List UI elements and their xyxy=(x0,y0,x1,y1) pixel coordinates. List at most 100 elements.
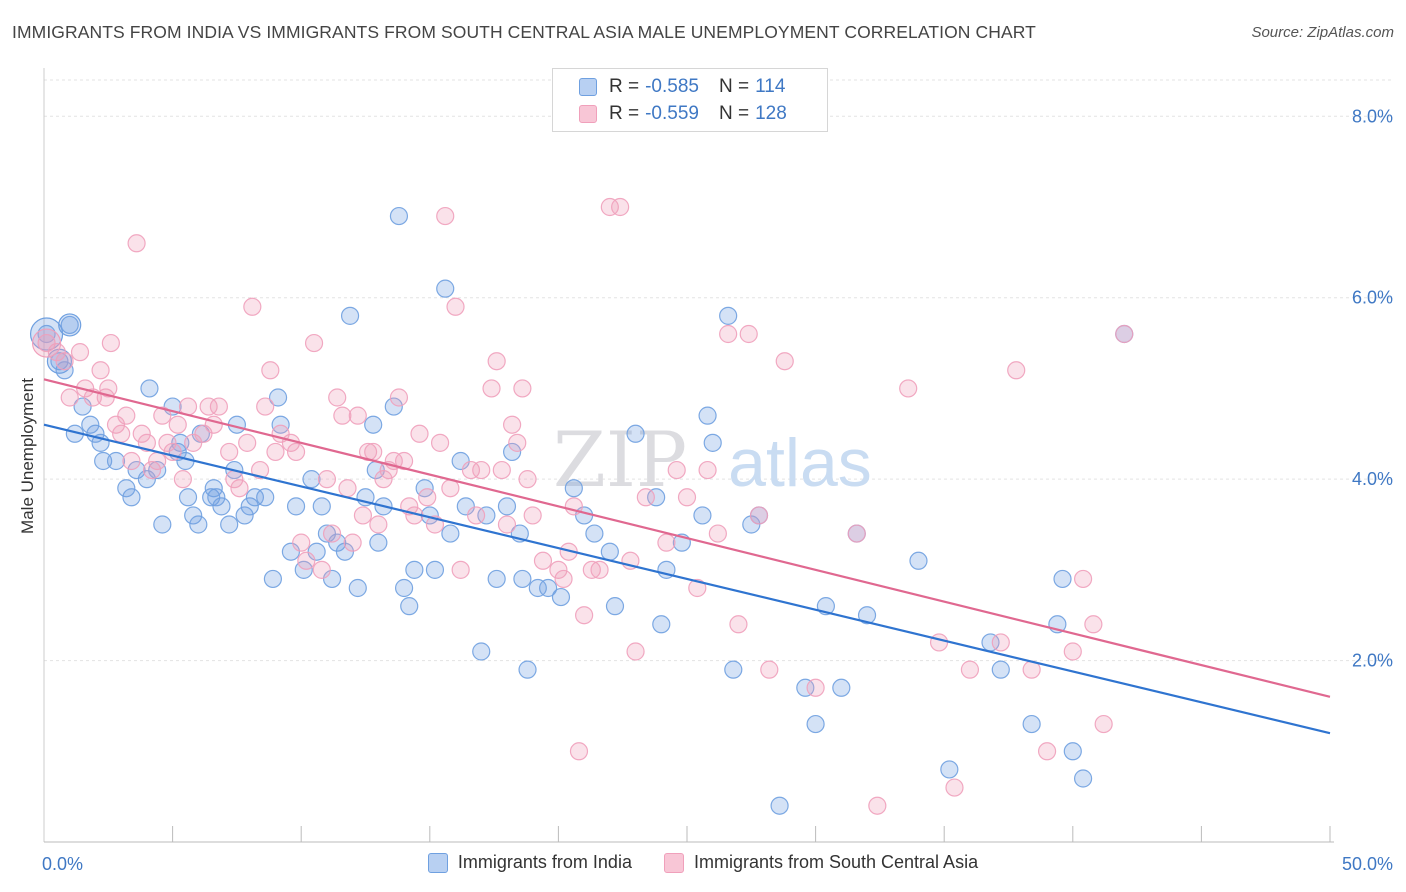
legend-label-india: Immigrants from India xyxy=(457,852,632,872)
point-s1-52 xyxy=(343,533,362,552)
point-s1-84 xyxy=(523,506,542,525)
point-s1-61 xyxy=(389,388,409,407)
point-s0-40 xyxy=(281,542,301,561)
point-s1-121 xyxy=(1037,742,1057,761)
y-tick-labels: 2.0% 4.0% 6.0% 8.0% xyxy=(1352,106,1393,670)
point-s0-76 xyxy=(518,660,537,679)
swatch-india xyxy=(579,78,597,96)
point-s1-15 xyxy=(127,234,146,253)
point-s1-33 xyxy=(230,479,249,498)
point-s1-85 xyxy=(533,551,553,570)
point-s0-86 xyxy=(647,488,666,507)
point-s1-30 xyxy=(209,397,228,416)
source-label: Source: ZipAtlas.com xyxy=(1251,24,1394,41)
legend-label-south-central-asia: Immigrants from South Central Asia xyxy=(693,852,979,872)
point-s1-19 xyxy=(148,451,167,471)
point-s1-86 xyxy=(549,560,568,579)
point-s0-35 xyxy=(245,488,265,507)
point-s1-105 xyxy=(719,324,738,344)
point-s1-73 xyxy=(461,460,481,480)
point-s0-107 xyxy=(991,660,1010,679)
point-s1-78 xyxy=(492,460,511,480)
point-s1-119 xyxy=(1007,361,1026,380)
point-s1-100 xyxy=(667,460,686,480)
point-s1-75 xyxy=(472,460,491,480)
point-s0-101 xyxy=(832,678,851,697)
r-value-south-central-asia: -0.559 xyxy=(645,103,699,124)
point-s1-4 xyxy=(70,343,90,362)
point-s1-122 xyxy=(1063,642,1082,661)
point-s0-50 xyxy=(340,306,360,325)
point-s0-112 xyxy=(1073,769,1093,788)
point-s1-35 xyxy=(243,297,262,316)
r-value-india: -0.585 xyxy=(645,76,699,97)
n-label: N = xyxy=(718,103,750,124)
point-s1-50 xyxy=(333,406,352,425)
point-s1-83 xyxy=(518,470,537,489)
point-s1-12 xyxy=(112,424,131,443)
point-s1-20 xyxy=(153,406,172,425)
point-s0-93 xyxy=(719,306,738,325)
point-s0-73 xyxy=(503,442,522,462)
point-s0-37 xyxy=(263,569,283,589)
point-s0-9 xyxy=(94,451,113,471)
r-label: R = xyxy=(609,76,640,97)
point-s1-110 xyxy=(775,352,794,371)
point-s0-15 xyxy=(140,379,159,398)
point-s0-98 xyxy=(796,678,815,697)
watermark-zip: ZIP xyxy=(553,415,687,504)
point-s1-95 xyxy=(611,197,630,217)
point-s0-68 xyxy=(456,497,475,516)
point-s0-46 xyxy=(317,524,337,543)
point-s1-38 xyxy=(261,361,280,380)
point-s1-17 xyxy=(137,433,156,452)
legend-item-south-central-asia[interactable]: Immigrants from South Central Asia xyxy=(663,852,979,873)
point-s0-105 xyxy=(940,760,959,779)
big-point-2 xyxy=(31,328,62,358)
point-s1-62 xyxy=(394,451,414,471)
point-s1-74 xyxy=(466,506,486,525)
point-s1-2 xyxy=(55,352,74,371)
point-s1-58 xyxy=(374,470,393,489)
point-s0-79 xyxy=(551,587,571,607)
point-s1-91 xyxy=(575,606,594,625)
point-s1-79 xyxy=(497,515,517,534)
point-s0-103 xyxy=(857,606,877,625)
point-s1-81 xyxy=(508,433,527,452)
point-s1-123 xyxy=(1073,569,1093,589)
point-s1-43 xyxy=(292,533,311,552)
n-value-south-central-asia: 128 xyxy=(755,103,787,124)
point-s0-77 xyxy=(528,578,547,598)
point-s1-28 xyxy=(199,397,218,416)
point-s1-11 xyxy=(106,415,126,434)
point-s1-116 xyxy=(945,778,964,797)
point-s1-107 xyxy=(739,324,758,344)
trend-line-s0 xyxy=(43,423,1331,735)
point-s1-68 xyxy=(430,433,450,452)
point-s1-101 xyxy=(677,488,697,507)
point-s0-58 xyxy=(389,206,409,226)
big-point-1 xyxy=(58,313,82,337)
point-s0-30 xyxy=(220,515,239,534)
point-s0-28 xyxy=(207,488,226,507)
legend-swatch-south-central-asia xyxy=(663,852,684,873)
point-s0-85 xyxy=(626,424,645,443)
point-s1-94 xyxy=(600,197,619,217)
point-s0-92 xyxy=(703,433,722,452)
point-s0-87 xyxy=(652,615,671,634)
point-s1-18 xyxy=(142,460,162,480)
point-s1-10 xyxy=(101,333,120,353)
point-s1-27 xyxy=(194,424,213,443)
legend-item-india[interactable]: Immigrants from India xyxy=(427,852,632,873)
point-s0-82 xyxy=(585,524,604,543)
point-s1-53 xyxy=(348,406,367,425)
point-s0-44 xyxy=(307,542,326,561)
point-s1-125 xyxy=(1094,714,1113,734)
point-s0-10 xyxy=(106,451,126,471)
point-s0-104 xyxy=(909,551,928,570)
point-s1-44 xyxy=(297,551,316,570)
point-s1-118 xyxy=(991,633,1010,652)
point-s1-9 xyxy=(99,379,118,398)
point-s1-13 xyxy=(117,406,136,425)
